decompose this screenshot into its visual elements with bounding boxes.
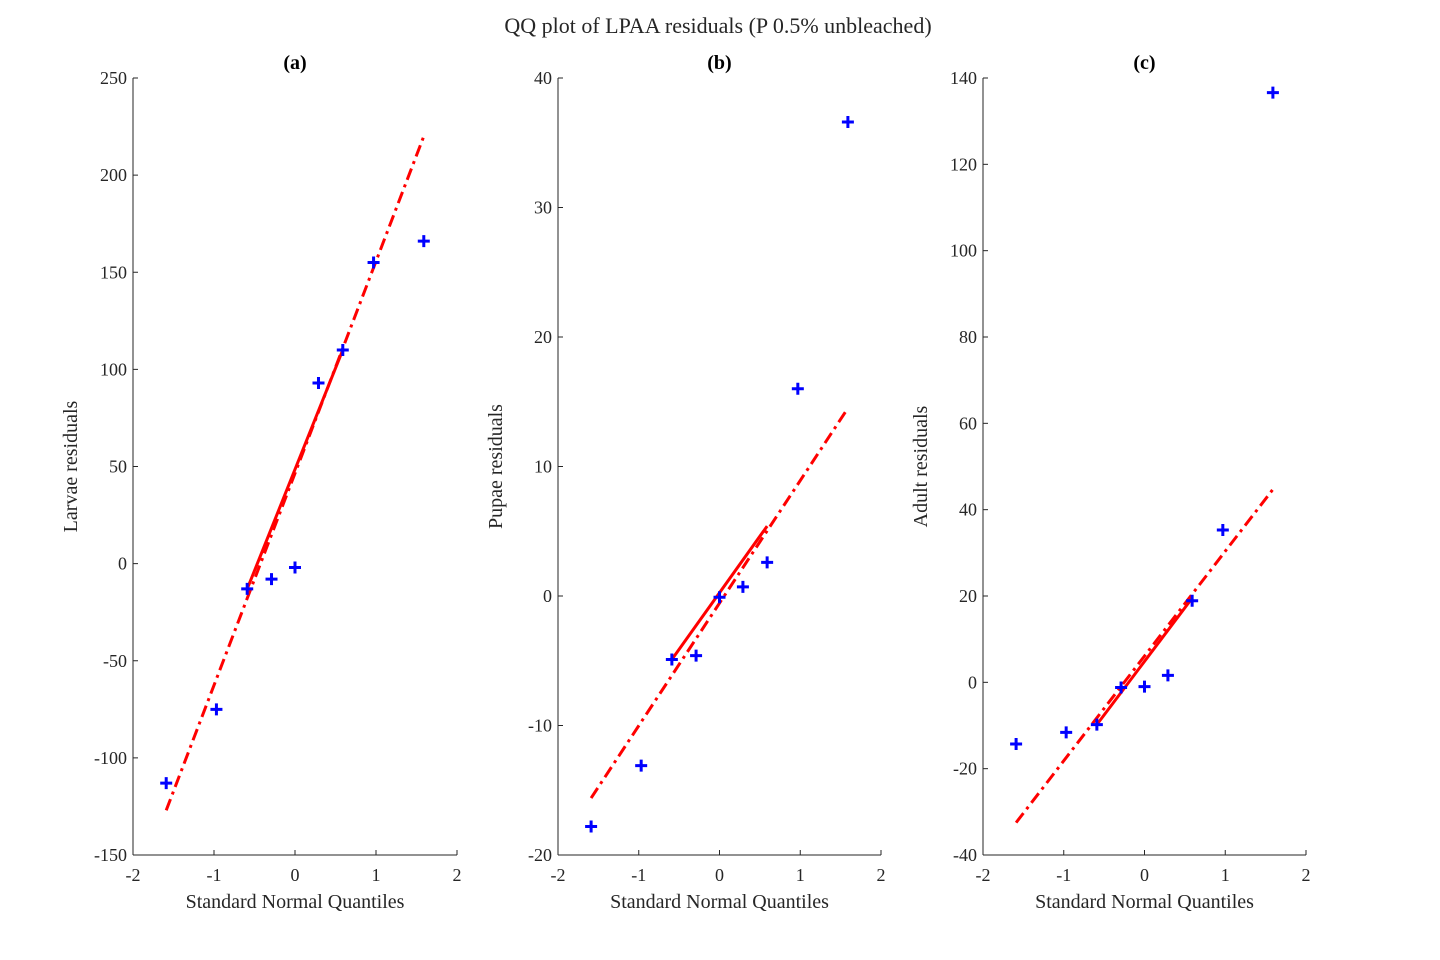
panel-a: -2 -1 0 1 2 -150 -100 -50 0 50 100 150 200 250 (a) Stan… — [60, 52, 462, 913]
panel-b-x-tick-label: -1 — [631, 865, 646, 885]
panel-b-data-point — [791, 382, 804, 395]
panel-c-title: (c) — [1133, 52, 1155, 74]
panel-a-data-point — [241, 582, 254, 595]
panel-b-x-tick-label: 2 — [877, 865, 886, 885]
panel-a-x-tick-label: 2 — [453, 865, 462, 885]
panel-b-data-point — [841, 116, 854, 129]
panel-c-reference-line-extended — [1014, 488, 1275, 824]
panel-a-data-point — [160, 777, 173, 790]
panel-a-data-point — [289, 561, 301, 574]
panel-b-y-tick-label: 20 — [534, 327, 552, 347]
panel-c: -2 -1 0 1 2 -40 -20 0 20 40 60 80 100 120 140 (c) Standa… — [910, 52, 1311, 913]
panel-b-data-point — [713, 591, 726, 604]
panel-b-title: (b) — [707, 52, 731, 74]
panel-c-data-point — [1161, 669, 1174, 682]
panel-a-y-tick-label: -150 — [94, 845, 127, 865]
panel-b-y-tick-label: -20 — [528, 845, 552, 865]
panel-c-data-point — [1010, 738, 1023, 751]
panel-c-y-tick-label: -40 — [953, 845, 977, 865]
panel-c-y-tick-label: 100 — [950, 241, 977, 261]
panel-a-y-tick-label: 100 — [100, 359, 127, 379]
panel-a-y-label: Larvae residuals — [60, 400, 82, 532]
panel-c-x-tick-label: -2 — [976, 865, 991, 885]
panel-a-x-tick-label: 1 — [372, 865, 381, 885]
panel-c-y-tick-label: 60 — [959, 413, 977, 433]
panel-a-reference-line-fit — [245, 349, 345, 590]
panel-a-x-label: Standard Normal Quantiles — [186, 891, 405, 913]
panel-b-x-tick-label: 0 — [715, 865, 724, 885]
panel-c-y-tick-label: 20 — [959, 586, 977, 606]
figure-title: QQ plot of LPAA residuals (P 0.5% unblea… — [504, 13, 931, 38]
panel-a-title: (a) — [283, 52, 306, 74]
panel-c-x-tick-label: 0 — [1140, 865, 1149, 885]
panel-a-x-tick-label: 0 — [291, 865, 300, 885]
panel-c-y-tick-label: 140 — [950, 68, 977, 88]
panel-a-data-point — [336, 343, 349, 356]
panel-c-x-tick-label: 1 — [1221, 865, 1230, 885]
panel-c-x-tick-label: -1 — [1056, 865, 1071, 885]
panel-a-data-point — [367, 256, 380, 269]
panel-b-y-tick-label: -10 — [528, 716, 552, 736]
panel-a-data-point — [312, 376, 325, 389]
panel-b-data-point — [635, 759, 648, 772]
panel-c-y-label: Adult residuals — [910, 405, 932, 527]
panel-b-data-point — [585, 820, 598, 833]
panel-a-y-tick-label: 50 — [109, 457, 127, 477]
panel-c-data-point — [1216, 523, 1229, 536]
panel-a-data-point — [265, 573, 278, 586]
panel-a-y-tick-label: -100 — [94, 748, 127, 768]
panel-c-x-label: Standard Normal Quantiles — [1035, 891, 1254, 913]
panel-c-y-tick-label: 0 — [968, 672, 977, 692]
panel-a-y-tick-label: 150 — [100, 262, 127, 282]
panel-a-y-tick-label: 200 — [100, 165, 127, 185]
panel-a-x-tick-label: -2 — [126, 865, 141, 885]
panel-a-data-point — [417, 235, 430, 248]
panel-b-y-tick-label: 10 — [534, 457, 552, 477]
panel-c-reference-line-fit — [1095, 597, 1194, 726]
panel-b-data-point — [736, 580, 749, 593]
panel-b-x-tick-label: 1 — [796, 865, 805, 885]
panel-c-data-point — [1186, 594, 1199, 607]
panel-a-y-tick-label: -50 — [103, 651, 127, 671]
panel-b-x-label: Standard Normal Quantiles — [610, 891, 829, 913]
panel-c-y-tick-label: 80 — [959, 327, 977, 347]
panel-b-y-tick-label: 30 — [534, 198, 552, 218]
panel-b-y-tick-label: 0 — [543, 586, 552, 606]
panel-a-x-tick-label: -1 — [207, 865, 222, 885]
panel-c-y-tick-label: 120 — [950, 154, 977, 174]
panel-c-data-point — [1090, 718, 1103, 731]
panel-a-data-point — [210, 703, 223, 716]
panel-b-y-label: Pupae residuals — [485, 404, 507, 529]
panel-b-y-tick-label: 40 — [534, 68, 552, 88]
panel-b-data-point — [690, 649, 703, 662]
panel-c-x-tick-label: 2 — [1302, 865, 1311, 885]
panel-c-data-point — [1115, 681, 1128, 694]
panel-c-data-point — [1138, 680, 1151, 693]
panel-a-y-tick-label: 250 — [100, 68, 127, 88]
panel-b-data-point — [665, 653, 678, 666]
panel-b-data-point — [761, 556, 774, 569]
panel-a-y-tick-label: 0 — [118, 554, 127, 574]
panel-c-y-tick-label: -20 — [953, 759, 977, 779]
panel-c-data-point — [1266, 86, 1279, 99]
panel-c-y-tick-label: 40 — [959, 500, 977, 520]
panel-c-data-point — [1060, 726, 1073, 739]
panel-b-x-tick-label: -2 — [551, 865, 566, 885]
